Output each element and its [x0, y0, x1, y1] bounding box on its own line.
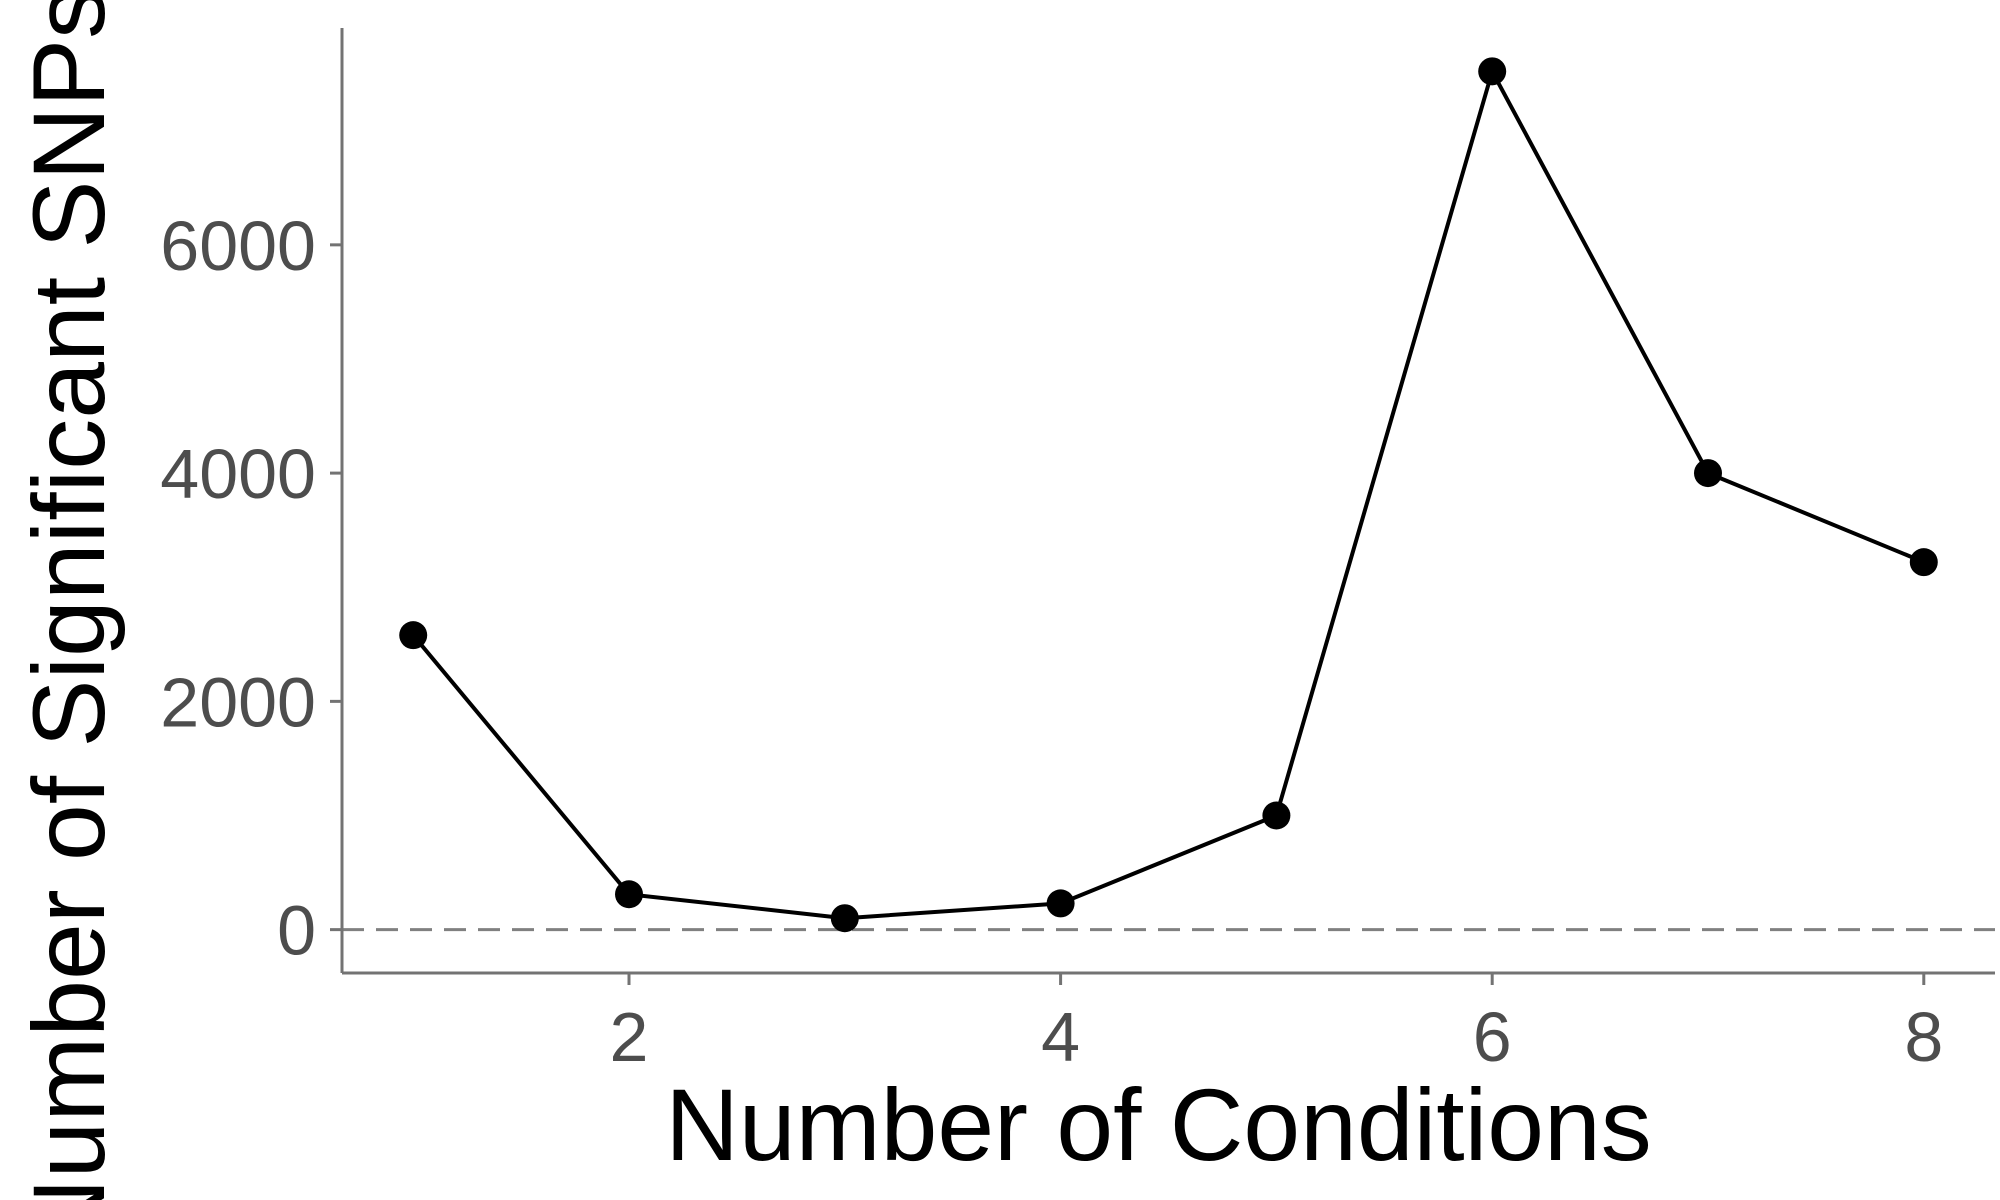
x-tick-label: 8 — [1904, 998, 1943, 1076]
data-point — [1693, 459, 1722, 488]
y-axis-title: Number of Significant SNPs — [12, 0, 126, 1200]
data-point — [399, 621, 428, 650]
y-tick-label: 2000 — [160, 663, 316, 741]
x-axis-title: Number of Conditions — [665, 1068, 1651, 1182]
x-tick-label: 4 — [1041, 998, 1080, 1076]
y-tick-label: 0 — [277, 892, 316, 970]
y-tick-label: 4000 — [160, 435, 316, 513]
y-axis-ticks: 0 2000 4000 6000 — [160, 207, 342, 970]
data-point — [615, 880, 644, 909]
y-tick-label: 6000 — [160, 207, 316, 285]
data-point — [830, 904, 859, 933]
data-point — [1262, 801, 1291, 830]
plot-area: 0 2000 4000 6000 2 4 6 8 — [160, 28, 1995, 1076]
x-tick-label: 6 — [1473, 998, 1512, 1076]
x-axis-ticks: 2 4 6 8 — [610, 973, 1943, 1076]
data-points — [399, 57, 1938, 933]
data-point — [1046, 889, 1075, 918]
x-tick-label: 2 — [610, 998, 649, 1076]
data-point — [1909, 548, 1938, 577]
series-line — [411, 69, 1925, 921]
data-point — [1478, 57, 1507, 86]
